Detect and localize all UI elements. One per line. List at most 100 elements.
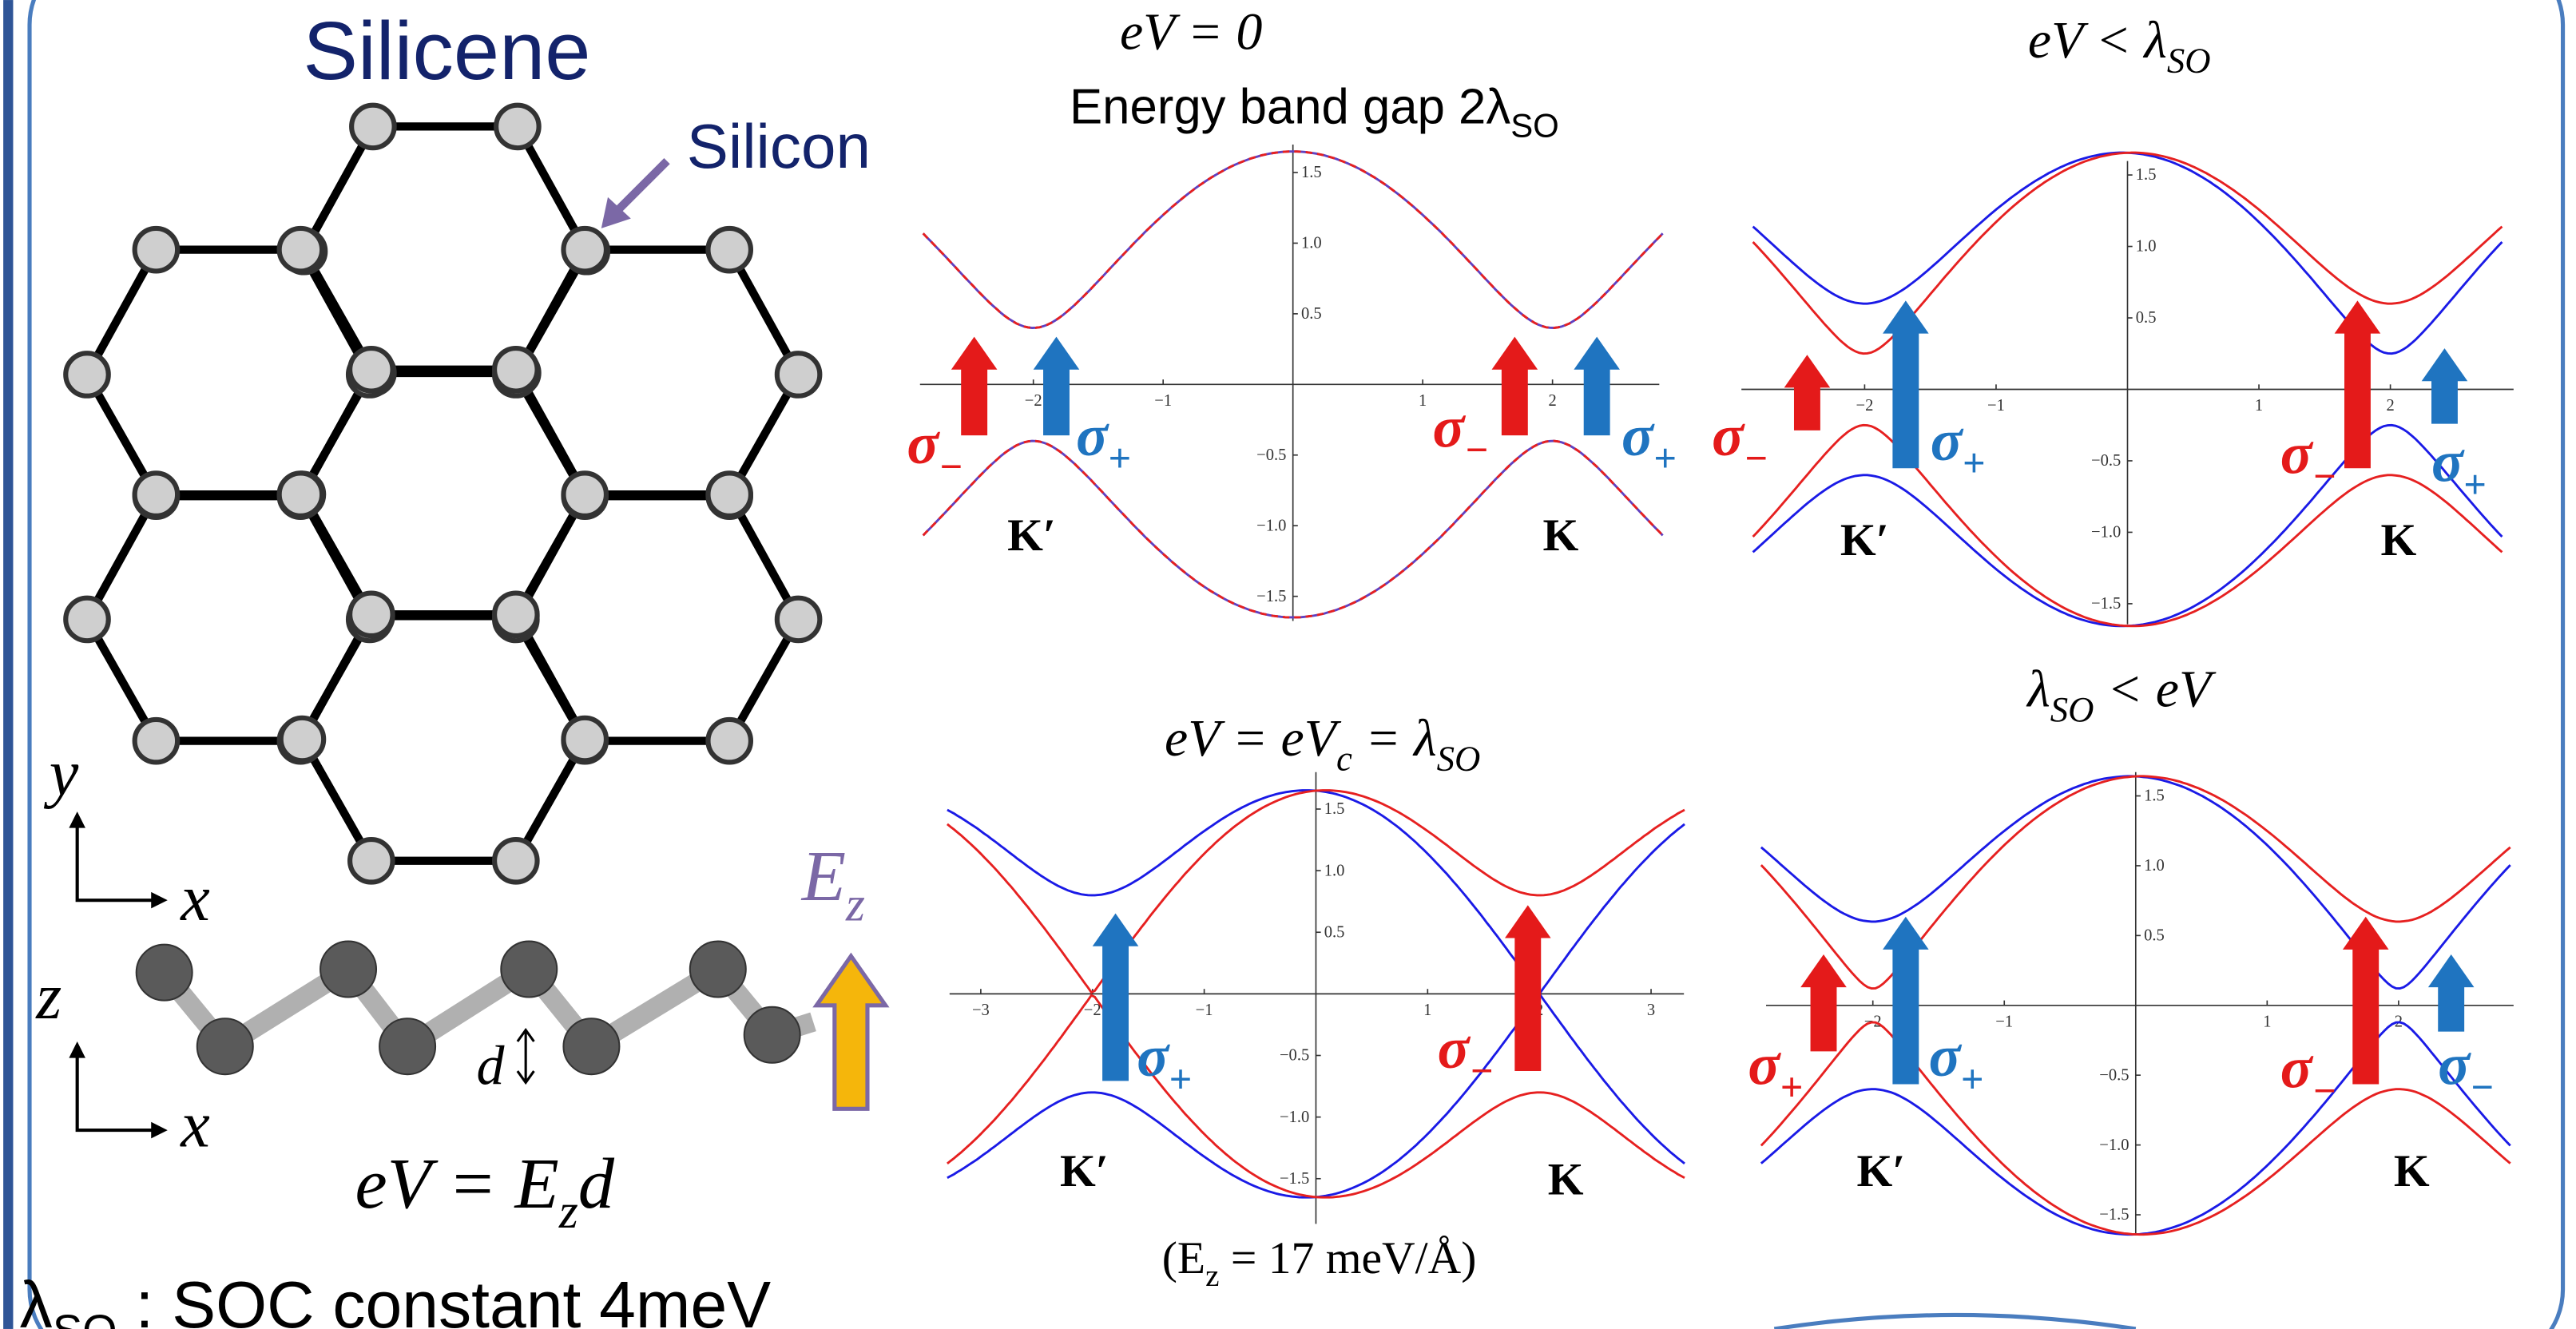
y-tick-label: −1.0 bbox=[1256, 517, 1286, 534]
x-tick-label: 2 bbox=[2386, 397, 2394, 415]
band-curve bbox=[1752, 423, 2503, 628]
transition-arrow bbox=[1504, 905, 1551, 1072]
text-segment: (E bbox=[1162, 1233, 1205, 1283]
x-tick-label: −2 bbox=[1025, 392, 1042, 410]
y-tick-label: 1.5 bbox=[2144, 787, 2165, 805]
text-segment: < eV bbox=[2094, 660, 2217, 718]
math-text: σ− bbox=[1712, 403, 1768, 481]
text-segment: σ bbox=[907, 411, 940, 477]
valley-label: K′ bbox=[1007, 510, 1056, 561]
math-text: (Ez = 17 meV/Å) bbox=[1162, 1233, 1477, 1293]
y-tick-label: 0.5 bbox=[1301, 305, 1322, 323]
x-tick-label: −2 bbox=[1084, 1002, 1101, 1019]
text-segment: E bbox=[800, 835, 846, 916]
subscript: SO bbox=[2050, 689, 2094, 729]
axes-arrow bbox=[75, 1051, 158, 1133]
arrowheads bbox=[69, 1041, 168, 1139]
arrowheads bbox=[69, 811, 168, 909]
pointer-head bbox=[601, 196, 631, 228]
atom bbox=[135, 943, 193, 1002]
subscript: − bbox=[1464, 427, 1489, 472]
y-tick-label: −0.5 bbox=[2099, 1066, 2129, 1084]
y-tick-label: 1.0 bbox=[2136, 238, 2157, 256]
subscript: z bbox=[558, 1184, 578, 1239]
axes-arrow bbox=[75, 821, 158, 903]
atom bbox=[196, 1018, 254, 1076]
atom bbox=[561, 225, 609, 274]
atom bbox=[743, 1006, 801, 1064]
x-tick-label: −1 bbox=[1154, 392, 1172, 410]
valley-label: K bbox=[2394, 1146, 2430, 1196]
math-text: eV = 0 bbox=[1120, 3, 1263, 61]
atom bbox=[494, 102, 542, 151]
axis-label: x bbox=[180, 1089, 210, 1161]
lattice bbox=[63, 102, 823, 885]
math-text: σ− bbox=[2280, 1036, 2336, 1113]
pointer bbox=[611, 157, 670, 217]
atom bbox=[63, 595, 111, 644]
atom bbox=[705, 470, 754, 518]
band-panel: −2 −1 1 2 1.5 1.0 0.5 −0.5 −1.0 −1.5 eV = 0 Energy … bbox=[907, 3, 1677, 621]
y-tick-label: −1.5 bbox=[2099, 1206, 2129, 1224]
text-segment: d bbox=[578, 1143, 615, 1224]
x-tick-label: −1 bbox=[1995, 1014, 2013, 1031]
silicon-label: Silicon bbox=[687, 111, 871, 181]
transition-arrow bbox=[1092, 913, 1139, 1081]
text-segment: σ bbox=[1712, 403, 1745, 469]
text-segment: : SOC constant 4meV bbox=[117, 1269, 772, 1329]
transition-arrow bbox=[1033, 336, 1080, 436]
side-view bbox=[135, 940, 816, 1076]
text-segment: σ bbox=[2431, 430, 2465, 495]
y-tick-label: 0.5 bbox=[1324, 923, 1345, 941]
x-tick-label: 1 bbox=[1423, 1002, 1431, 1019]
math-text: σ− bbox=[2438, 1033, 2494, 1110]
valley-label: K′ bbox=[1840, 515, 1889, 565]
subscript: + bbox=[1963, 441, 1986, 486]
y-tick-label: 1.5 bbox=[1301, 164, 1322, 181]
title: Silicene bbox=[303, 5, 590, 97]
text-segment: σ bbox=[2280, 1036, 2314, 1101]
text-segment: σ bbox=[1748, 1033, 1781, 1098]
frame-arc bbox=[1773, 1312, 2137, 1329]
y-tick-label: −1.0 bbox=[2091, 524, 2121, 542]
atom bbox=[347, 345, 395, 394]
y-tick-label: −1.5 bbox=[1280, 1170, 1309, 1188]
transition-arrow bbox=[2421, 348, 2468, 424]
math-text: λSO < eV bbox=[2026, 660, 2217, 728]
atom bbox=[132, 470, 181, 518]
frame bbox=[27, 0, 2566, 1329]
math-text: σ+ bbox=[1748, 1033, 1803, 1110]
left-bar bbox=[3, 0, 14, 1329]
transition-arrow bbox=[1784, 355, 1831, 430]
subscript: SO bbox=[1437, 739, 1481, 779]
y-tick-label: −0.5 bbox=[2091, 452, 2121, 470]
band-curve bbox=[1752, 151, 2503, 355]
axis-label: z bbox=[35, 960, 62, 1033]
text-segment: λ bbox=[2026, 660, 2050, 718]
text-segment: σ bbox=[1621, 403, 1655, 469]
valley-label: K′ bbox=[1856, 1146, 1905, 1196]
text-segment: λ bbox=[20, 1269, 53, 1329]
x-tick-label: 1 bbox=[2263, 1014, 2271, 1031]
math-text: σ+ bbox=[1137, 1024, 1192, 1101]
atom bbox=[491, 836, 540, 885]
x-tick-label: 3 bbox=[1647, 1002, 1655, 1019]
atom bbox=[349, 102, 397, 151]
band-curve bbox=[1760, 1021, 2511, 1236]
atom bbox=[705, 716, 754, 765]
text-segment: eV = E bbox=[355, 1143, 558, 1224]
atom bbox=[491, 590, 540, 639]
transition-arrow bbox=[2427, 954, 2475, 1032]
valley-label: K bbox=[1543, 510, 1579, 561]
math-text: λSO : SOC constant 4meV bbox=[20, 1269, 772, 1329]
subscript: − bbox=[939, 444, 963, 489]
text-segment: eV = 0 bbox=[1120, 3, 1263, 61]
x-tick-label: 1 bbox=[1419, 392, 1427, 410]
y-tick-label: 1.5 bbox=[1324, 800, 1345, 818]
text-segment: = 17 meV/Å) bbox=[1219, 1233, 1476, 1283]
x-tick-label: −1 bbox=[1196, 1002, 1213, 1019]
x-tick-label: 1 bbox=[2255, 397, 2263, 415]
